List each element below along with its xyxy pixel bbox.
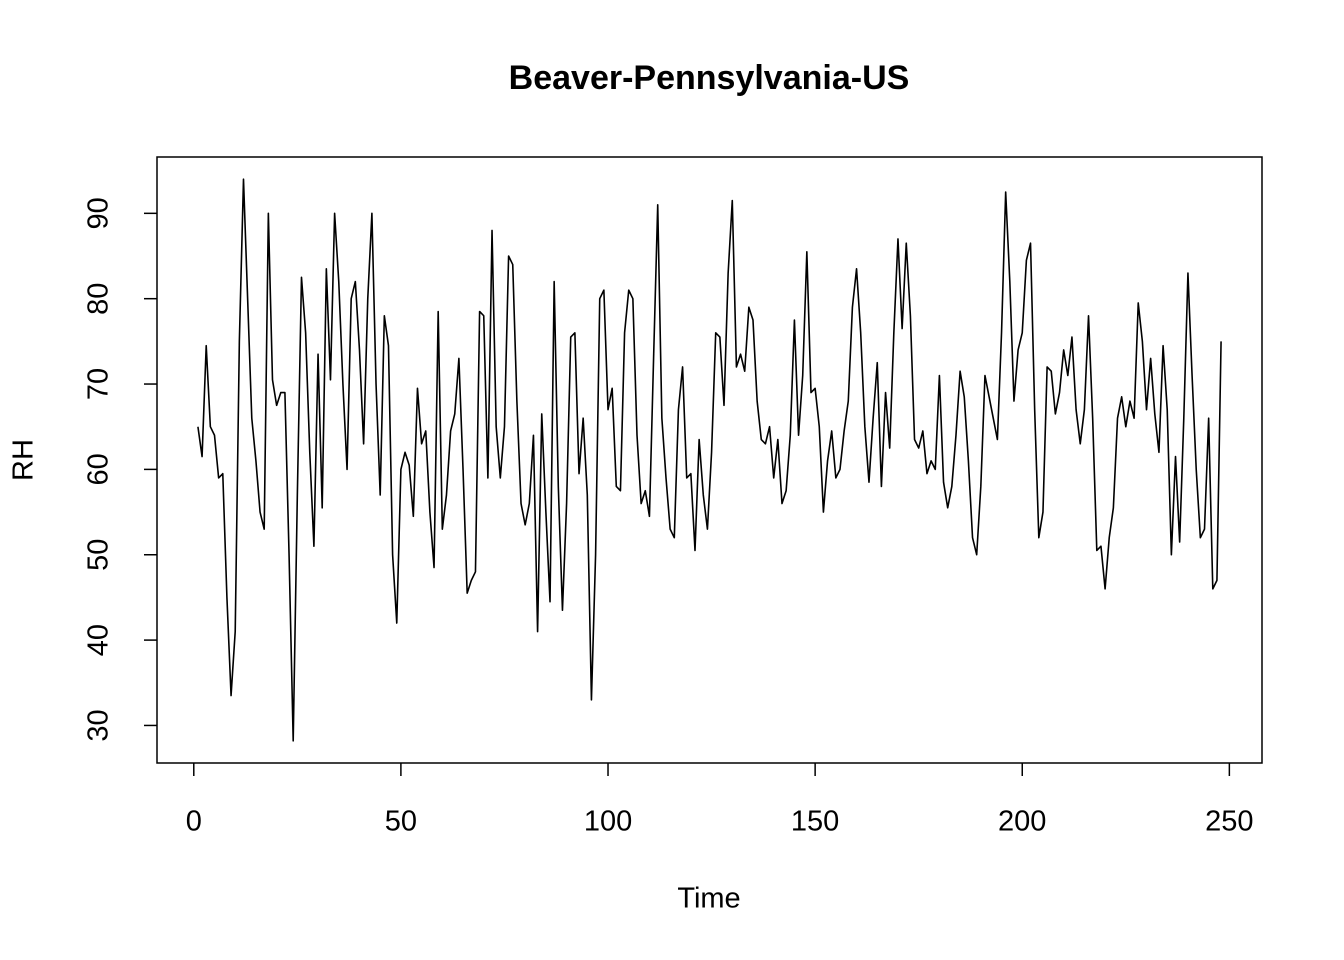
series-line [197, 178, 1222, 742]
x-tick-label: 150 [791, 806, 839, 838]
plot-box [156, 156, 1263, 764]
y-tick-label: 80 [83, 283, 115, 315]
y-tick-label: 40 [83, 624, 115, 656]
x-tick-label: 250 [1205, 806, 1253, 838]
y-tick-label: 60 [83, 453, 115, 485]
x-tick-label: 50 [385, 806, 417, 838]
x-tick-label: 200 [998, 806, 1046, 838]
x-tick-label: 100 [584, 806, 632, 838]
y-tick-label: 70 [83, 368, 115, 400]
y-tick-label: 50 [83, 539, 115, 571]
y-axis-label: RH [8, 439, 40, 481]
y-tick-label: 30 [83, 709, 115, 741]
x-axis-label: Time [677, 883, 740, 915]
x-tick-label: 0 [186, 806, 202, 838]
chart-title: Beaver-Pennsylvania-US [509, 59, 910, 97]
y-tick-label: 90 [83, 197, 115, 229]
